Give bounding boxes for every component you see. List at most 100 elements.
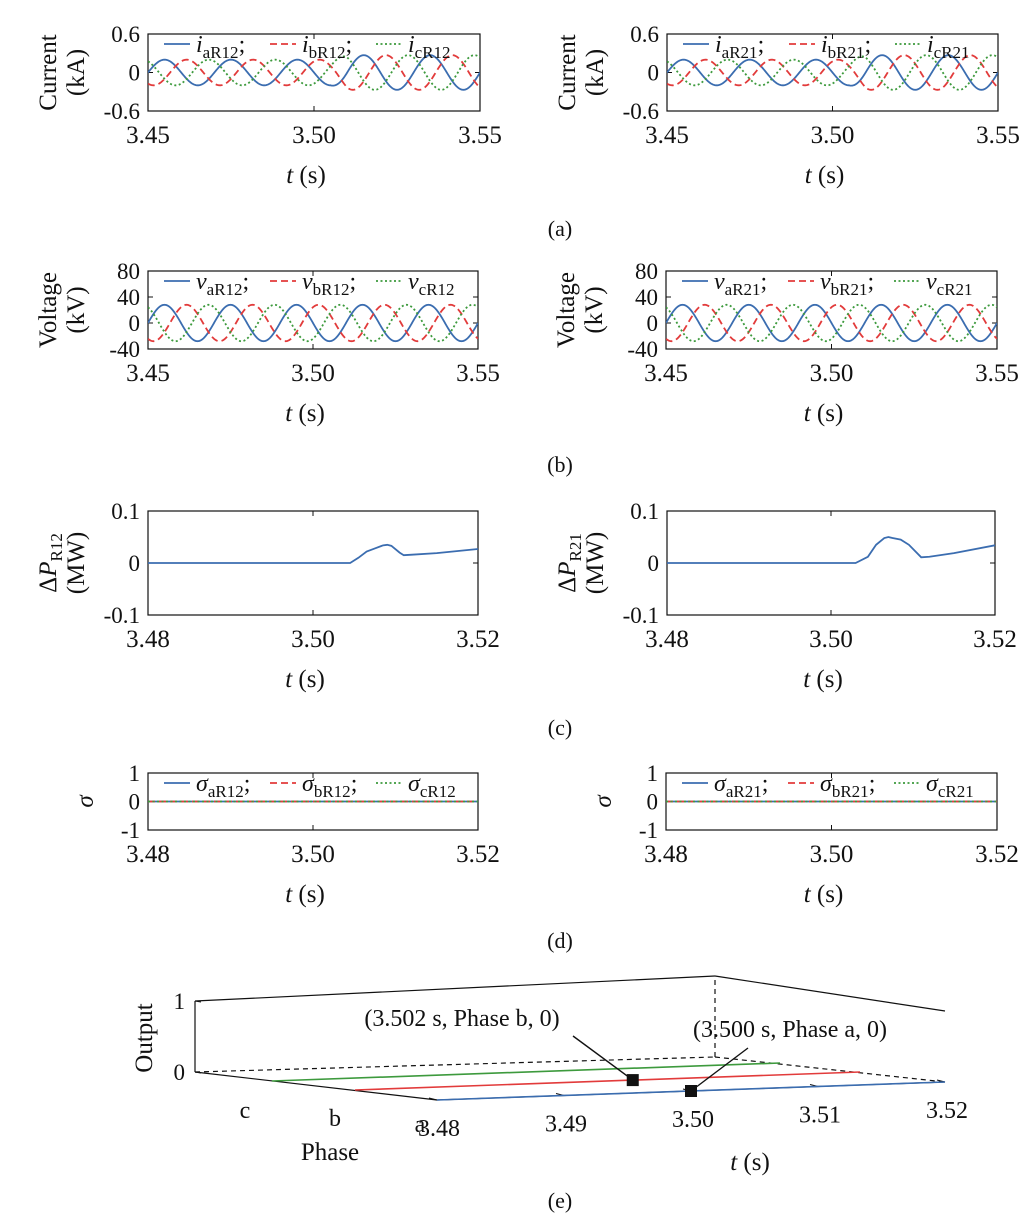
legend-label-bR12: σbR12; bbox=[302, 771, 357, 801]
series-line-phase-a bbox=[666, 303, 997, 343]
legend: σaR21; σbR21; σcR21 bbox=[682, 771, 974, 801]
series-line-phase-a bbox=[148, 543, 478, 564]
box-floor-back bbox=[194, 1056, 716, 1073]
legend-label-bR12: ibR12; bbox=[302, 32, 352, 62]
y-tick-label: -40 bbox=[627, 337, 658, 362]
x-axis-label: t (s) bbox=[804, 881, 844, 908]
y-axis-label-line1: Current bbox=[554, 34, 581, 110]
y-tick-label: 0.6 bbox=[111, 22, 140, 47]
x-tick-label: 3.52 bbox=[456, 841, 500, 868]
y-tick-label: 0 bbox=[648, 61, 660, 86]
legend-label-cR21: vcR21 bbox=[926, 269, 973, 299]
y-axis-label-line1: Current bbox=[35, 34, 62, 110]
x-tick-label: 3.55 bbox=[456, 360, 500, 387]
legend-subscript: cR21 bbox=[934, 43, 970, 62]
legend-symbol: σ bbox=[820, 771, 833, 797]
legend: vaR12; vbR12; vcR12 bbox=[164, 269, 455, 299]
y-tick-label: 0.1 bbox=[630, 499, 659, 524]
series-line-phase-b bbox=[667, 54, 998, 91]
x-axis-label-unit: (s) bbox=[292, 881, 325, 908]
y-tick-label: 0 bbox=[129, 311, 141, 336]
legend-symbol: σ bbox=[196, 771, 209, 797]
legend-symbol: i bbox=[196, 32, 203, 58]
legend-separator: ; bbox=[346, 32, 353, 58]
y-axis-label-line1: ΔPR12 bbox=[35, 533, 66, 593]
x-axis-label-var: t bbox=[730, 1149, 738, 1176]
legend-symbol: σ bbox=[714, 771, 727, 797]
legend-subscript: bR12 bbox=[314, 782, 351, 801]
series-group bbox=[667, 536, 995, 564]
legend-subscript: bR21 bbox=[828, 43, 865, 62]
x-axis-label-unit: (s) bbox=[737, 1149, 770, 1176]
y-axis-label-line2: (kA) bbox=[582, 49, 609, 96]
series-line-phase-a bbox=[667, 54, 998, 91]
y-tick-label: 0 bbox=[129, 61, 141, 86]
x-tick-label: 3.50 bbox=[292, 122, 336, 149]
y-tick-label: -40 bbox=[109, 337, 140, 362]
series-group bbox=[148, 303, 478, 343]
y-tick-label: 0 bbox=[648, 551, 660, 576]
legend-label-aR21: σaR21; bbox=[714, 771, 768, 801]
y-axis-label-sub: R12 bbox=[47, 533, 66, 561]
x-axis-label-var: t bbox=[804, 881, 812, 908]
annotation-marker bbox=[685, 1085, 697, 1097]
legend-label-cR21: icR21 bbox=[927, 32, 970, 62]
phase-tick-label-a: a bbox=[415, 1112, 426, 1138]
x-tick-label: 3.45 bbox=[126, 360, 170, 387]
y-tick-label: 80 bbox=[117, 259, 140, 284]
legend-symbol: σ bbox=[408, 771, 421, 797]
z-tick-label: 1 bbox=[174, 989, 186, 1014]
series-line-phase-a bbox=[148, 303, 478, 343]
x-tick-label: 3.50 bbox=[810, 841, 854, 868]
panel-label-c: (c) bbox=[548, 715, 572, 740]
x-axis-label-var: t bbox=[805, 162, 813, 189]
y-axis-label-line1: ΔPR21 bbox=[554, 533, 585, 593]
legend-separator: ; bbox=[761, 269, 768, 295]
x-tick-label: 3.50 bbox=[291, 360, 335, 387]
y-axis-label-line2: (MW) bbox=[63, 532, 90, 594]
legend-subscript: bR21 bbox=[832, 782, 869, 801]
series-line-phase-b bbox=[148, 303, 478, 343]
x-axis-label: t (s) bbox=[285, 400, 325, 427]
legend-separator: ; bbox=[865, 32, 872, 58]
legend-subscript: cR12 bbox=[419, 280, 455, 299]
y-axis-label-line1: Voltage bbox=[35, 272, 62, 348]
legend-subscript: cR12 bbox=[415, 43, 451, 62]
legend-subscript: bR12 bbox=[313, 280, 350, 299]
y-tick-label: 1 bbox=[129, 761, 141, 786]
series-line-phase-c bbox=[667, 54, 998, 91]
legend-symbol: i bbox=[927, 32, 934, 58]
y-axis-label-var: P bbox=[554, 561, 581, 577]
x-tick-label: 3.48 bbox=[418, 1116, 460, 1142]
x-tick-label: 3.50 bbox=[811, 122, 855, 149]
y-tick-label: 0 bbox=[647, 311, 659, 336]
legend-label-cR12: σcR12 bbox=[408, 771, 456, 801]
legend-symbol: i bbox=[302, 32, 309, 58]
x-tick-label: 3.50 bbox=[291, 626, 335, 653]
y-axis-label: Current (kA) bbox=[35, 34, 90, 110]
legend-subscript: cR12 bbox=[420, 782, 456, 801]
series-line-phase-b bbox=[148, 54, 480, 91]
annotation-label: (3.502 s, Phase b, 0) bbox=[364, 1006, 559, 1032]
y-tick-label: 1 bbox=[647, 761, 659, 786]
legend-label-aR12: σaR12; bbox=[196, 771, 250, 801]
x-axis-label-unit: (s) bbox=[811, 400, 844, 427]
x-axis-label: t (s) bbox=[805, 162, 845, 189]
x-tick-label: 3.51 bbox=[799, 1103, 841, 1129]
legend-subscript: aR21 bbox=[722, 43, 758, 62]
axis-phase bbox=[194, 1071, 438, 1101]
panel-label-b: (b) bbox=[547, 452, 573, 477]
legend-label-cR12: icR12 bbox=[408, 32, 451, 62]
legend-separator: ; bbox=[351, 771, 358, 797]
y-axis-label-var: P bbox=[35, 561, 62, 577]
series-group bbox=[148, 543, 478, 564]
legend-subscript: aR21 bbox=[726, 782, 762, 801]
x-axis-label: t (s) bbox=[804, 400, 844, 427]
y-tick-label: 40 bbox=[117, 285, 140, 310]
legend-subscript: cR21 bbox=[938, 782, 974, 801]
x-tick-label: 3.45 bbox=[645, 122, 689, 149]
y-axis-label: ΔPR21(MW) bbox=[554, 532, 609, 594]
